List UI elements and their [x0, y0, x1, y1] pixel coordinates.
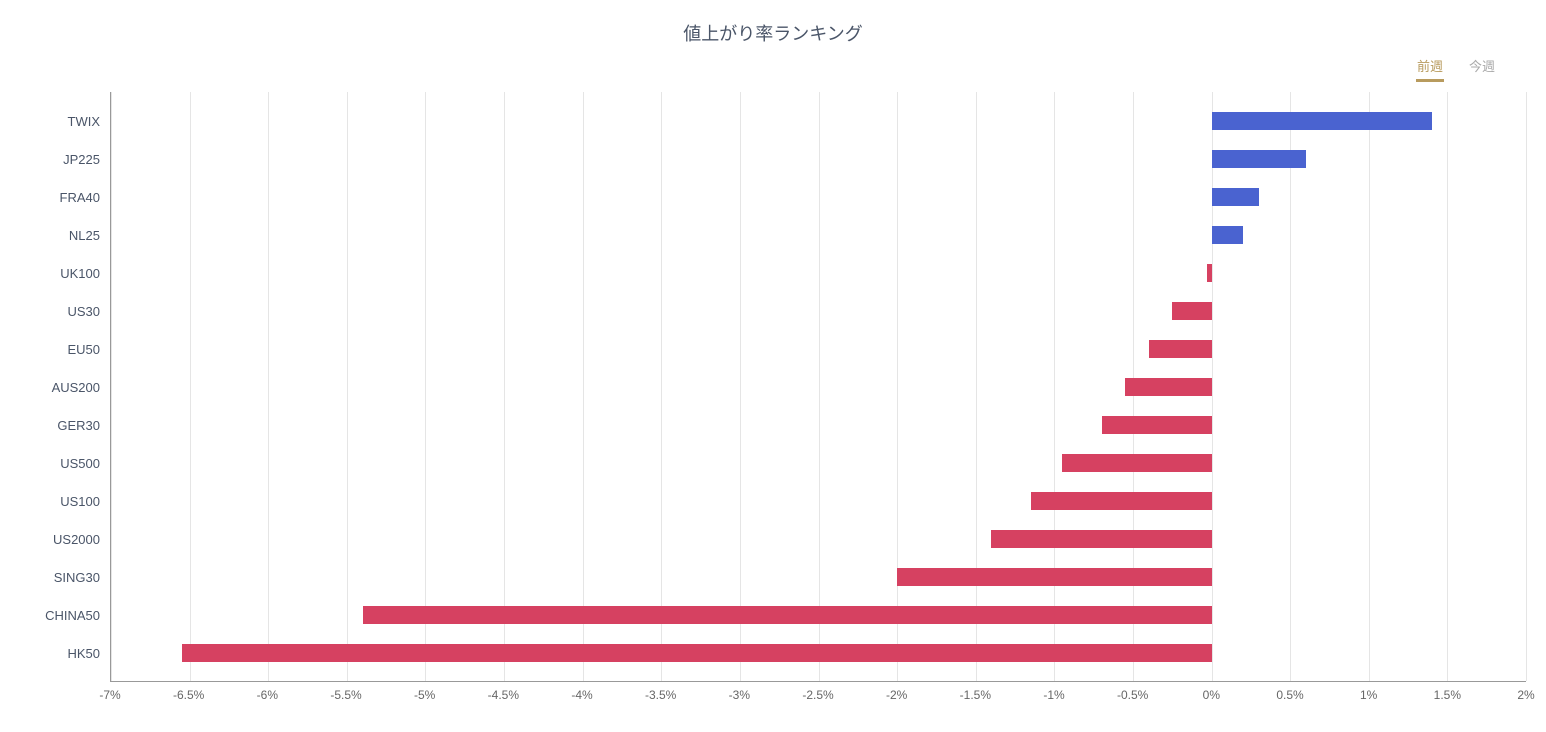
gridline [740, 92, 741, 681]
bar[interactable] [1102, 416, 1212, 434]
x-tick-label: -2% [886, 688, 907, 702]
y-axis-label: SING30 [54, 570, 100, 585]
bar[interactable] [991, 530, 1211, 548]
x-tick-label: 0% [1203, 688, 1220, 702]
y-axis-label: EU50 [67, 342, 100, 357]
x-tick-label: -1% [1043, 688, 1064, 702]
x-tick-label: -5.5% [330, 688, 361, 702]
gridline [819, 92, 820, 681]
bar[interactable] [1212, 150, 1306, 168]
legend-item-this-week[interactable]: 今週 [1468, 56, 1496, 82]
x-tick-label: -4.5% [488, 688, 519, 702]
gridline [897, 92, 898, 681]
y-axis-labels: TWIX JP225 FRA40 NL25 UK100 US30 EU50 AUS200 GER… [20, 92, 110, 682]
y-axis-label: US500 [60, 456, 100, 471]
x-tick-label: -1.5% [960, 688, 991, 702]
gridline [1369, 92, 1370, 681]
gridline [111, 92, 112, 681]
legend-label: 今週 [1469, 56, 1495, 75]
gridline [504, 92, 505, 681]
x-tick-label: -3% [729, 688, 750, 702]
bar[interactable] [1207, 264, 1212, 282]
gridline [1526, 92, 1527, 681]
gridline [268, 92, 269, 681]
chart-container: 値上がり率ランキング 前週 今週 TWIX JP225 FRA40 NL25 UK100… [20, 20, 1526, 712]
y-axis-label: CHINA50 [45, 608, 100, 623]
bar[interactable] [182, 644, 1212, 662]
chart-title: 値上がり率ランキング [20, 20, 1526, 46]
y-axis-label: NL25 [69, 228, 100, 243]
x-tick-label: 0.5% [1276, 688, 1303, 702]
x-tick-label: 2% [1517, 688, 1534, 702]
y-axis-label: US2000 [53, 532, 100, 547]
y-axis-label: FRA40 [60, 190, 100, 205]
x-axis: -7%-6.5%-6%-5.5%-5%-4.5%-4%-3.5%-3%-2.5%… [110, 682, 1526, 712]
bar[interactable] [897, 568, 1211, 586]
x-tick-label: -3.5% [645, 688, 676, 702]
gridline [1212, 92, 1213, 681]
x-tick-label: -7% [99, 688, 120, 702]
gridline [1447, 92, 1448, 681]
gridline [190, 92, 191, 681]
x-tick-label: -6.5% [173, 688, 204, 702]
x-tick-label: -4% [571, 688, 592, 702]
gridline [1290, 92, 1291, 681]
x-tick-label: 1.5% [1434, 688, 1461, 702]
x-tick-label: -5% [414, 688, 435, 702]
legend-underline-icon [1416, 79, 1444, 82]
bar[interactable] [1149, 340, 1212, 358]
y-axis-label: UK100 [60, 266, 100, 281]
bar[interactable] [1172, 302, 1211, 320]
gridline [347, 92, 348, 681]
gridline [1054, 92, 1055, 681]
bar[interactable] [1125, 378, 1211, 396]
y-axis-label: US100 [60, 494, 100, 509]
bar[interactable] [1212, 188, 1259, 206]
y-axis-label: GER30 [57, 418, 100, 433]
bars-area [110, 92, 1526, 682]
bar[interactable] [1062, 454, 1211, 472]
x-tick-label: -2.5% [802, 688, 833, 702]
y-axis-label: HK50 [67, 646, 100, 661]
gridline [583, 92, 584, 681]
plot-area: TWIX JP225 FRA40 NL25 UK100 US30 EU50 AUS200 GER… [20, 92, 1526, 682]
legend-item-prev-week[interactable]: 前週 [1416, 56, 1444, 82]
x-tick-label: -0.5% [1117, 688, 1148, 702]
y-axis-label: TWIX [68, 114, 101, 129]
bar[interactable] [1212, 226, 1243, 244]
x-tick-label: -6% [257, 688, 278, 702]
gridline [425, 92, 426, 681]
legend: 前週 今週 [20, 56, 1526, 82]
bar[interactable] [1212, 112, 1432, 130]
x-tick-label: 1% [1360, 688, 1377, 702]
legend-underline-icon [1468, 79, 1496, 82]
bar[interactable] [1031, 492, 1212, 510]
bar[interactable] [363, 606, 1212, 624]
legend-label: 前週 [1417, 56, 1443, 75]
gridline [976, 92, 977, 681]
y-axis-label: JP225 [63, 152, 100, 167]
y-axis-label: AUS200 [52, 380, 100, 395]
y-axis-label: US30 [67, 304, 100, 319]
gridline [661, 92, 662, 681]
